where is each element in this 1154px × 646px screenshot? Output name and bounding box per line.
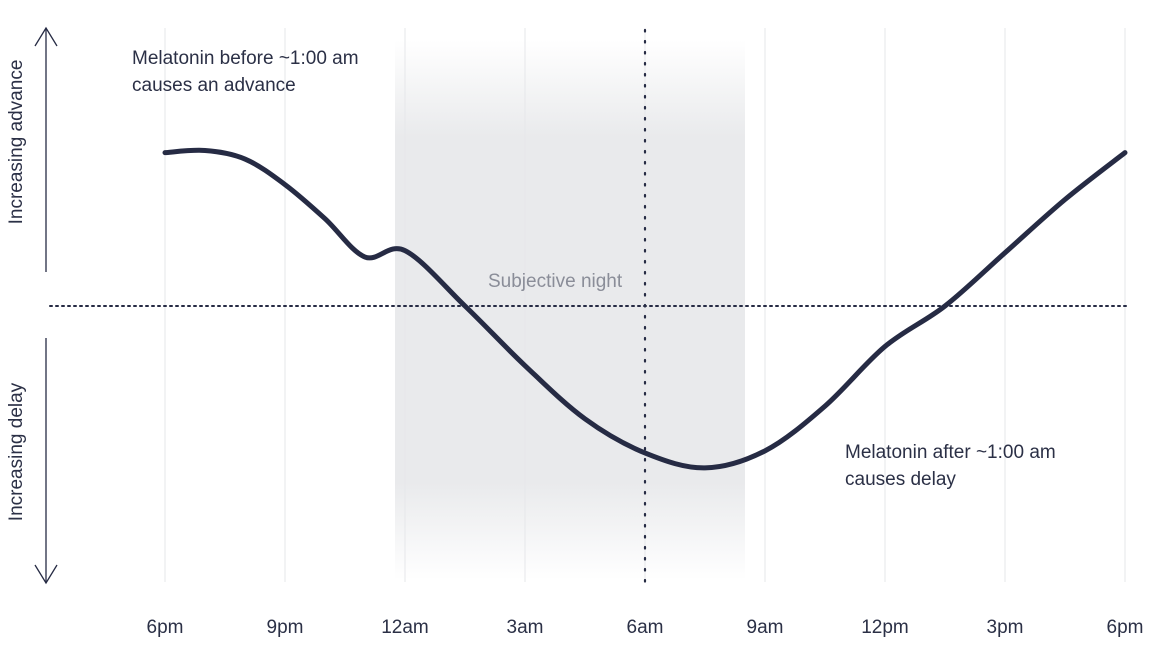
arrow-up-icon bbox=[34, 26, 58, 47]
x-tick-label: 3am bbox=[507, 617, 544, 638]
x-tick-label: 9am bbox=[747, 617, 784, 638]
phase-response-curve bbox=[162, 147, 1128, 471]
subjective-night-label: Subjective night bbox=[488, 271, 623, 292]
x-tick-label: 6am bbox=[627, 617, 664, 638]
y-label-delay: Increasing delay bbox=[6, 382, 27, 521]
annotation-delay: Melatonin after ~1:00 am bbox=[845, 442, 1056, 463]
x-tick-label: 12am bbox=[381, 617, 429, 638]
x-tick-label: 6pm bbox=[147, 617, 184, 638]
y-label-advance: Increasing advance bbox=[6, 60, 27, 225]
annotation-advance: causes an advance bbox=[132, 75, 296, 96]
annotation-delay: causes delay bbox=[845, 469, 956, 490]
subjective-night-band bbox=[395, 40, 745, 580]
x-tick-label: 3pm bbox=[987, 617, 1024, 638]
annotation-advance: Melatonin before ~1:00 am bbox=[132, 48, 359, 69]
x-tick-label: 9pm bbox=[267, 617, 304, 638]
arrow-down-icon bbox=[34, 564, 58, 585]
x-tick-label: 12pm bbox=[861, 617, 909, 638]
x-tick-label: 6pm bbox=[1107, 617, 1144, 638]
